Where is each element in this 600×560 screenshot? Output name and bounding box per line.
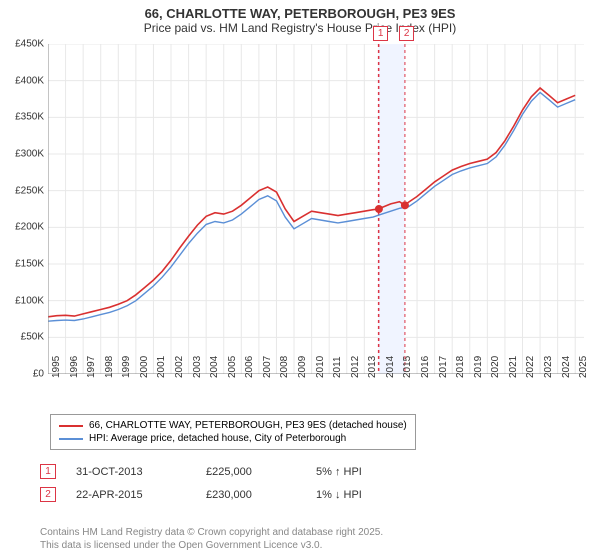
chart-title-block: 66, CHARLOTTE WAY, PETERBOROUGH, PE3 9ES… xyxy=(0,0,600,39)
legend-box: 66, CHARLOTTE WAY, PETERBOROUGH, PE3 9ES… xyxy=(50,414,416,450)
sales-row-1: 2 22-APR-2015 £230,000 1% ↓ HPI xyxy=(40,483,406,506)
legend-item-0: 66, CHARLOTTE WAY, PETERBOROUGH, PE3 9ES… xyxy=(59,419,407,432)
y-tick-5: £250K xyxy=(15,185,44,196)
y-tick-1: £50K xyxy=(21,332,44,343)
y-tick-4: £200K xyxy=(15,222,44,233)
chart-title-main: 66, CHARLOTTE WAY, PETERBOROUGH, PE3 9ES xyxy=(0,6,600,21)
band-marker-0: 1 xyxy=(373,26,389,41)
y-tick-7: £350K xyxy=(15,112,44,123)
band-marker-1: 2 xyxy=(399,26,415,41)
sales-table: 1 31-OCT-2013 £225,000 5% ↑ HPI 2 22-APR… xyxy=(40,460,406,506)
footer-attribution: Contains HM Land Registry data © Crown c… xyxy=(40,526,383,552)
sale-price-1: £230,000 xyxy=(206,489,296,501)
y-tick-6: £300K xyxy=(15,149,44,160)
legend-label-1: HPI: Average price, detached house, City… xyxy=(89,433,346,444)
sales-row-0: 1 31-OCT-2013 £225,000 5% ↑ HPI xyxy=(40,460,406,483)
y-tick-0: £0 xyxy=(33,369,44,380)
sale-price-0: £225,000 xyxy=(206,466,296,478)
sale-date-0: 31-OCT-2013 xyxy=(76,466,186,478)
sale-date-1: 22-APR-2015 xyxy=(76,489,186,501)
y-tick-2: £100K xyxy=(15,295,44,306)
chart-title-sub: Price paid vs. HM Land Registry's House … xyxy=(0,21,600,35)
sale-marker-1: 2 xyxy=(40,487,56,502)
chart-area: £0 £50K £100K £150K £200K £250K £300K £350K £400… xyxy=(0,44,600,404)
plot-region xyxy=(48,44,584,374)
y-tick-8: £400K xyxy=(15,75,44,86)
legend-swatch-1 xyxy=(59,438,83,440)
y-tick-3: £150K xyxy=(15,259,44,270)
sale-change-0: 5% ↑ HPI xyxy=(316,466,406,478)
x-tick-30: 2025 xyxy=(578,356,600,378)
chart-svg xyxy=(48,44,584,374)
footer-line-2: This data is licensed under the Open Gov… xyxy=(40,539,383,552)
sale-change-1: 1% ↓ HPI xyxy=(316,489,406,501)
legend-item-1: HPI: Average price, detached house, City… xyxy=(59,432,407,445)
legend-label-0: 66, CHARLOTTE WAY, PETERBOROUGH, PE3 9ES… xyxy=(89,420,407,431)
y-tick-9: £450K xyxy=(15,39,44,50)
legend-swatch-0 xyxy=(59,425,83,427)
footer-line-1: Contains HM Land Registry data © Crown c… xyxy=(40,526,383,539)
sale-marker-0: 1 xyxy=(40,464,56,479)
